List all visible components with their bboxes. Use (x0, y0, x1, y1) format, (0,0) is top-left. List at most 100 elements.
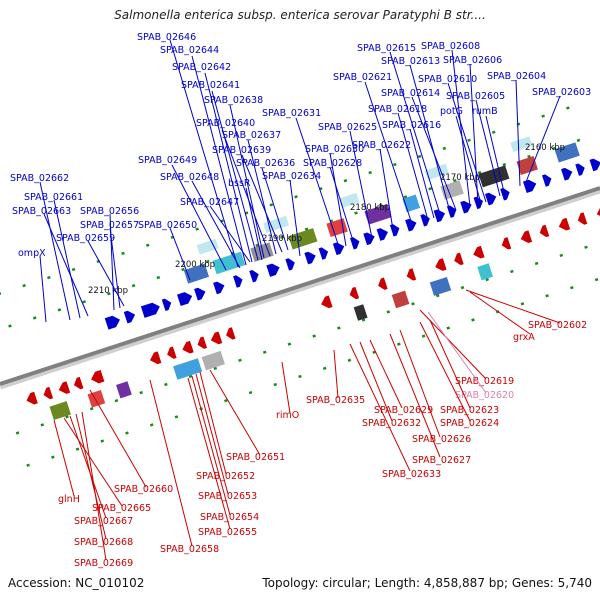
cog-block-forward (364, 203, 392, 225)
cog-block-reverse (87, 389, 106, 408)
forward-gene-label-leader (247, 139, 277, 255)
forward-gene-arrow (523, 179, 537, 193)
reverse-gene-label: SPAB_02635 (306, 395, 365, 406)
forward-gene-arrow (433, 209, 446, 223)
forward-gene-label: SPAB_02636 (236, 158, 295, 169)
forward-gene-label: SPAB_02659 (56, 233, 115, 244)
reverse-gene-arrow-shape (43, 386, 54, 400)
forward-gene-arrow-shape (266, 263, 280, 277)
forward-gene-arrow-shape (104, 315, 120, 330)
reverse-gene-label: SPAB_02602 (528, 320, 587, 331)
forward-gene-arrow (266, 263, 280, 277)
forward-gene-label-leader (169, 227, 191, 281)
reverse-gene-arrow-shape (150, 351, 162, 365)
forward-gene-label: SPAB_02603 (532, 87, 591, 98)
cog-block-forward-shape (516, 156, 538, 175)
forward-gene-arrow (161, 298, 172, 311)
forward-guide-line (0, 137, 585, 331)
forward-gene-arrow (233, 275, 243, 288)
reverse-gene-arrow-shape (91, 370, 105, 384)
forward-gene-label-leader (87, 240, 125, 307)
cog-block-forward (478, 165, 510, 188)
reverse-guide-line (26, 277, 600, 467)
reverse-gene-label-leader (75, 413, 107, 540)
gc-skew-block (339, 192, 360, 209)
cog-block-forward-shape (212, 251, 246, 275)
reverse-gene-arrow (558, 217, 571, 231)
forward-gene-label-leader (451, 49, 471, 207)
forward-gene-arrow (123, 310, 136, 324)
gc-skew-block-shape (424, 163, 449, 181)
cog-block-forward-shape (364, 203, 392, 225)
reverse-gene-label: SPAB_02652 (196, 471, 255, 482)
forward-gene-arrow-shape (332, 242, 345, 256)
forward-gene-label: bssR (228, 178, 251, 189)
reverse-gene-label: SPAB_02629 (374, 405, 433, 416)
reverse-gene-label: SPAB_02665 (92, 503, 151, 514)
reverse-gene-label: SPAB_02623 (440, 405, 499, 416)
cog-block-forward-shape (288, 228, 318, 250)
forward-gene-arrow-shape (176, 292, 193, 307)
genome-summary-label: Topology: circular; Length: 4,858,887 bp… (262, 576, 592, 590)
forward-gene-arrow (561, 167, 573, 181)
forward-gene-arrow-shape (304, 251, 316, 265)
forward-gene-label: SPAB_02615 (357, 43, 416, 54)
reverse-gene-label: SPAB_02658 (160, 544, 219, 555)
reverse-gene-label: SPAB_02633 (382, 469, 441, 480)
reverse-gene-arrow (58, 381, 71, 394)
forward-gene-arrow (376, 228, 388, 241)
reverse-gene-label-leader (469, 291, 531, 335)
reverse-gene-label-leader (195, 373, 229, 495)
reverse-gene-arrow-shape (73, 376, 84, 390)
reverse-gene-arrow-shape (197, 336, 208, 349)
forward-gene-label: SPAB_02647 (180, 197, 239, 208)
forward-gene-label-leader (515, 79, 521, 187)
forward-gene-label-leader (171, 164, 227, 271)
forward-gene-arrow-shape (460, 200, 472, 214)
tick-label: 2160 kbp (525, 143, 565, 153)
forward-gene-label: ompX (18, 248, 46, 259)
forward-gene-label-leader (229, 104, 265, 259)
forward-gene-label: SPAB_02631 (262, 108, 321, 119)
cog-block-reverse (201, 350, 225, 371)
forward-gene-label: SPAB_02618 (368, 104, 427, 115)
tick-label: 2200 kbp (175, 260, 215, 270)
reverse-gene-arrow-shape (378, 277, 388, 290)
forward-gene-label: SPAB_02613 (381, 56, 440, 67)
reverse-gene-arrow (43, 386, 54, 400)
forward-gene-label-leader (295, 117, 341, 251)
forward-gene-label-leader (39, 255, 47, 323)
forward-gene-arrow (318, 247, 329, 260)
map-title: Salmonella enterica subsp. enterica sero… (114, 8, 486, 22)
reverse-gene-label: SPAB_02626 (412, 434, 471, 445)
reverse-gene-label: SPAB_02624 (440, 418, 499, 429)
forward-gene-arrow (140, 302, 160, 318)
forward-gene-arrow-shape (405, 218, 417, 232)
forward-gene-arrow (500, 188, 510, 201)
gc-skew-block-shape (510, 136, 533, 153)
forward-gene-label-leader (447, 82, 487, 203)
forward-gene-label: rumB (472, 106, 498, 117)
reverse-gene-label: SPAB_02651 (226, 452, 285, 463)
reverse-gene-label-leader (389, 333, 441, 458)
forward-gene-label: SPAB_02616 (382, 120, 441, 131)
cog-block-forward (516, 156, 538, 175)
reverse-gene-label: SPAB_02660 (114, 484, 173, 495)
forward-gene-arrow (213, 281, 225, 295)
reverse-gene-arrow-shape (210, 331, 223, 345)
reverse-gene-label-leader (63, 417, 123, 507)
reverse-gene-arrow (596, 205, 600, 219)
reverse-gene-label-leader (369, 339, 403, 409)
forward-gene-label-leader (191, 180, 241, 269)
reverse-gene-arrow-shape (596, 205, 600, 219)
reverse-gene-arrow (91, 370, 105, 384)
cog-block-forward (554, 142, 580, 163)
reverse-gene-label: SPAB_02632 (362, 418, 421, 429)
forward-gene-arrow-shape (140, 302, 160, 318)
forward-gene-label: SPAB_02634 (262, 171, 321, 182)
forward-gene-label-leader (261, 167, 289, 251)
reverse-gene-arrow (520, 230, 533, 243)
cog-block-reverse (429, 276, 452, 296)
gc-skew-block (424, 163, 449, 181)
forward-gene-label-leader (209, 205, 251, 263)
